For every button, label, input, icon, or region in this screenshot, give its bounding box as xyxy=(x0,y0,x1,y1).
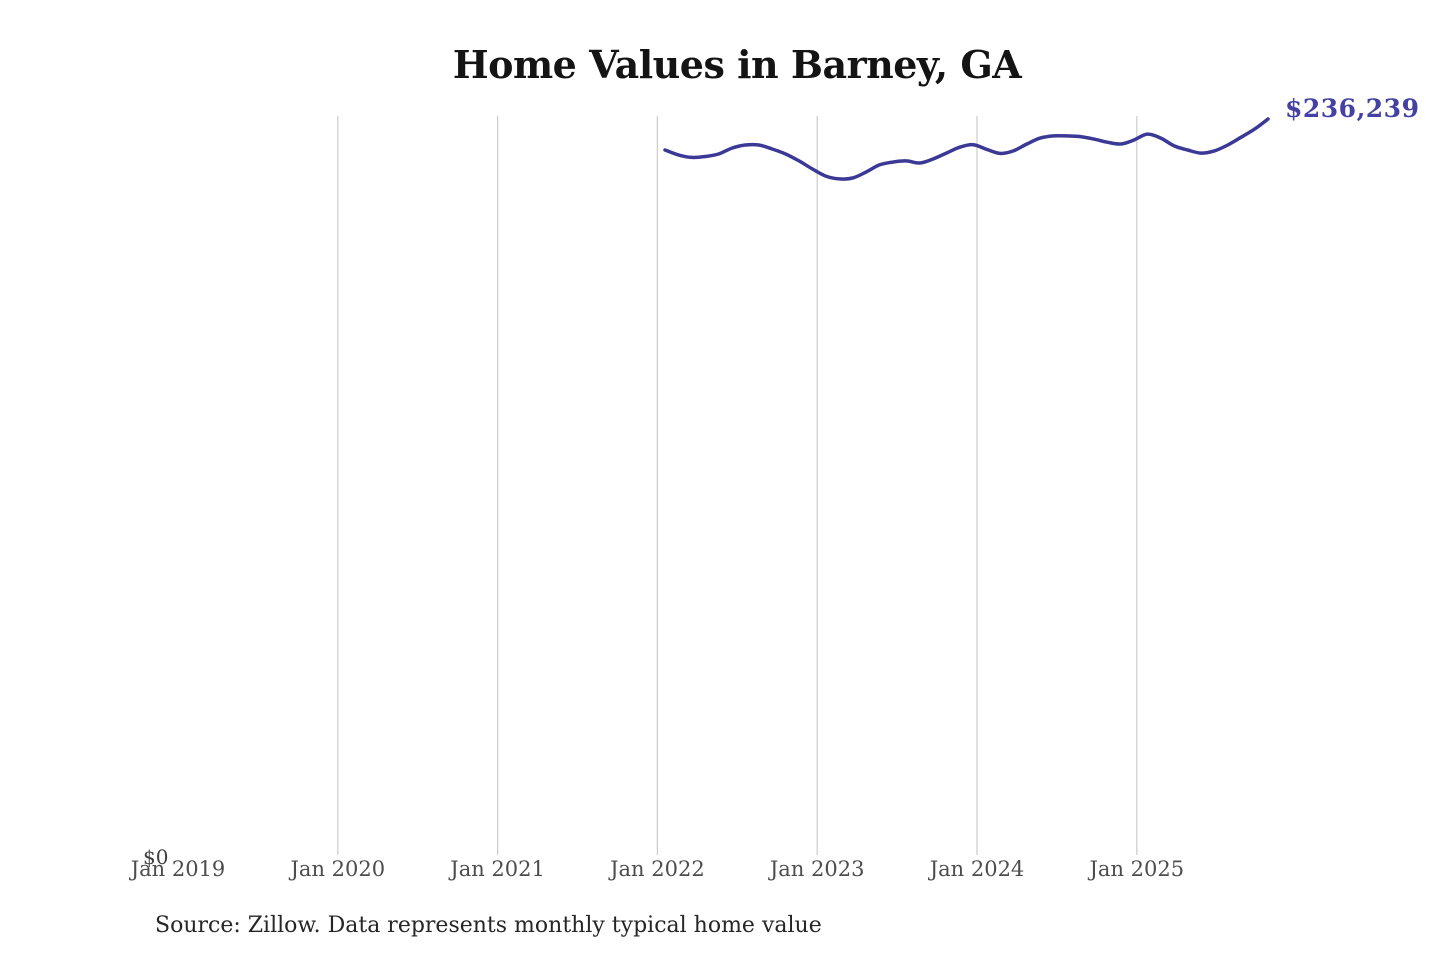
x-tick-label: Jan 2025 xyxy=(1089,857,1185,881)
source-note: Source: Zillow. Data represents monthly … xyxy=(155,913,822,938)
x-tick-label: Jan 2023 xyxy=(769,857,865,881)
latest-value-label: $236,239 xyxy=(1285,94,1420,123)
y-axis-zero-label: $0 xyxy=(143,845,169,869)
x-tick-label: Jan 2021 xyxy=(450,857,545,881)
x-tick-label: Jan 2020 xyxy=(290,857,386,881)
home-value-line xyxy=(663,117,1270,181)
chart-title: Home Values in Barney, GA xyxy=(452,42,1022,87)
x-tick-label: Jan 2019 xyxy=(130,857,226,881)
x-tick-label: Jan 2024 xyxy=(929,857,1025,881)
vertical-gridlines xyxy=(337,116,1138,855)
x-tick-label: Jan 2022 xyxy=(610,857,705,881)
